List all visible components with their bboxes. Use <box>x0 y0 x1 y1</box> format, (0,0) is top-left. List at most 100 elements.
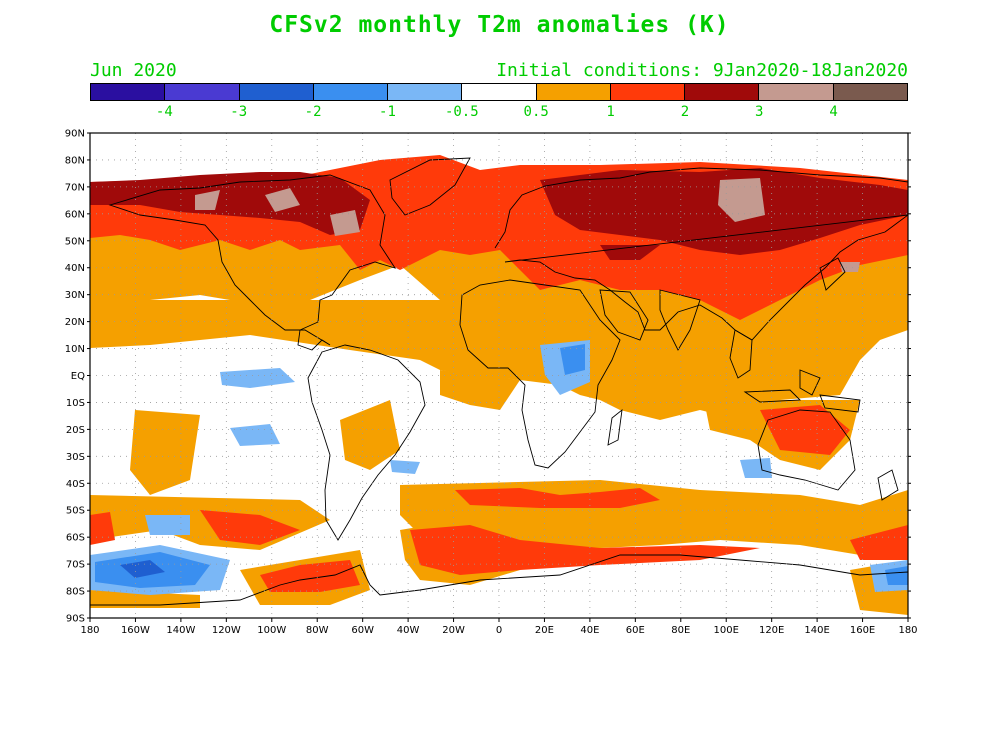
anomaly-field-red <box>200 510 300 545</box>
valid-month-label: Jun 2020 <box>90 60 177 81</box>
colorbar <box>90 83 908 101</box>
longitude-label: 140E <box>804 625 829 636</box>
latitude-label: 30N <box>65 290 85 301</box>
latitude-label: 80S <box>66 587 85 598</box>
anomaly-field-darkred <box>540 168 908 255</box>
latitude-label: 70S <box>66 560 85 571</box>
latitude-label: 50S <box>66 506 85 517</box>
anomaly-field-pink <box>195 190 220 210</box>
anomaly-field-blue-dark <box>120 560 165 578</box>
latitude-label: EQ <box>71 371 85 382</box>
anomaly-field-pink <box>840 262 860 272</box>
latitude-label: 50N <box>65 236 85 247</box>
anomaly-field-blue-light <box>220 368 295 388</box>
coastline-se-asia <box>729 329 861 413</box>
anomaly-field-orange <box>340 400 400 470</box>
longitude-label: 60W <box>351 625 374 636</box>
anomaly-field-orange <box>440 370 520 410</box>
latitude-label: 70N <box>65 182 85 193</box>
coastline-japan <box>819 257 846 291</box>
colorbar-tick-label: -3 <box>230 104 248 120</box>
colorbar-segment <box>388 84 463 100</box>
coastline-south-america <box>307 344 426 541</box>
anomaly-field-blue-light <box>740 458 772 478</box>
anomaly-field-red <box>410 525 760 575</box>
coastline-africa <box>459 279 621 469</box>
colorbar-tick-label: -2 <box>304 104 322 120</box>
latitude-label: 10N <box>65 344 85 355</box>
colorbar-segment <box>685 84 760 100</box>
axis-ticks <box>87 132 911 622</box>
longitude-label: 40W <box>397 625 420 636</box>
colorbar-segment <box>610 84 686 100</box>
coastline-north-america <box>108 174 397 351</box>
coastline-madagascar <box>607 408 623 446</box>
colorbar-segment <box>239 84 314 100</box>
coastlines <box>90 157 908 606</box>
coastline-eurasia <box>494 167 908 341</box>
longitude-label: 120W <box>212 625 241 636</box>
coastline-greenland <box>389 157 471 216</box>
colorbar-segment <box>759 84 834 100</box>
colorbar-segment <box>536 84 611 100</box>
longitude-label: 160E <box>850 625 875 636</box>
anomaly-field-red <box>850 525 908 560</box>
latitude-label: 60S <box>66 533 85 544</box>
anomaly-field-pink <box>718 178 765 222</box>
gridlines <box>90 133 908 618</box>
longitude-label: 20W <box>442 625 465 636</box>
colorbar-tick-label: 1 <box>606 104 615 120</box>
map-title: CFSv2 monthly T2m anomalies (K) <box>269 12 730 38</box>
anomaly-field-orange <box>130 410 200 495</box>
anomaly-field-pink <box>265 188 300 212</box>
longitude-label: 60E <box>626 625 645 636</box>
latitude-label: 20S <box>66 425 85 436</box>
colorbar-tick-label: -1 <box>379 104 396 120</box>
anomaly-field-red <box>90 512 115 545</box>
coastline-new-zealand <box>877 469 899 501</box>
anomaly-field-red <box>760 405 850 455</box>
latitude-label: 10S <box>66 398 85 409</box>
coastline-arabia <box>599 289 649 341</box>
anomaly-field-blue-light <box>390 460 420 474</box>
colorbar-segment <box>313 84 389 100</box>
anomaly-field-orange <box>90 590 200 608</box>
colorbar-tick-label: 2 <box>680 104 690 120</box>
longitude-label: 100W <box>257 625 286 636</box>
latitude-labels: 90N 80N 70N 60N 50N 40N 30N 20N 10N EQ 10S 20S 30S 40… <box>65 129 85 625</box>
colorbar-segment <box>165 84 240 100</box>
colorbar-tick-label: -4 <box>155 104 173 120</box>
longitude-labels: 180 160W 140W 120W 100W 80W 60W 40W 20W 0 20E 40E 60… <box>80 625 917 636</box>
longitude-label: 160W <box>121 625 150 636</box>
longitude-label: 0 <box>496 625 502 636</box>
colorbar-segment <box>91 84 166 100</box>
anomaly-field-pink <box>330 210 360 236</box>
anomaly-field-blue-mid <box>885 566 908 585</box>
colorbar-tick-label: 0.5 <box>523 104 549 120</box>
anomaly-field-red <box>455 488 660 508</box>
longitude-label: 180 <box>898 625 917 636</box>
longitude-label: 40E <box>580 625 599 636</box>
latitude-label: 40S <box>66 479 85 490</box>
colorbar-segment <box>462 84 537 100</box>
latitude-label: 60N <box>65 209 85 220</box>
anomaly-field-blue-light <box>145 515 190 535</box>
latitude-label: 20N <box>65 317 85 328</box>
longitude-label: 100E <box>714 625 739 636</box>
longitude-label: 180 <box>80 625 99 636</box>
latitude-label: 90N <box>65 129 85 140</box>
coastline-australia <box>757 409 856 491</box>
colorbar-tick-label: 4 <box>829 104 838 120</box>
longitude-label: 80E <box>671 625 690 636</box>
anomaly-field-blue-mid <box>560 344 585 375</box>
coastline-india <box>659 289 701 351</box>
longitude-label: 140W <box>166 625 195 636</box>
latitude-label: 40N <box>65 263 85 274</box>
initial-conditions-label: Initial conditions: 9Jan2020-18Jan2020 <box>496 60 908 81</box>
anomaly-field-darkred <box>90 172 370 235</box>
longitude-label: 120E <box>759 625 784 636</box>
colorbar-tick-label: 3 <box>755 104 764 120</box>
longitude-label: 20E <box>535 625 554 636</box>
colorbar-segment <box>833 84 907 100</box>
